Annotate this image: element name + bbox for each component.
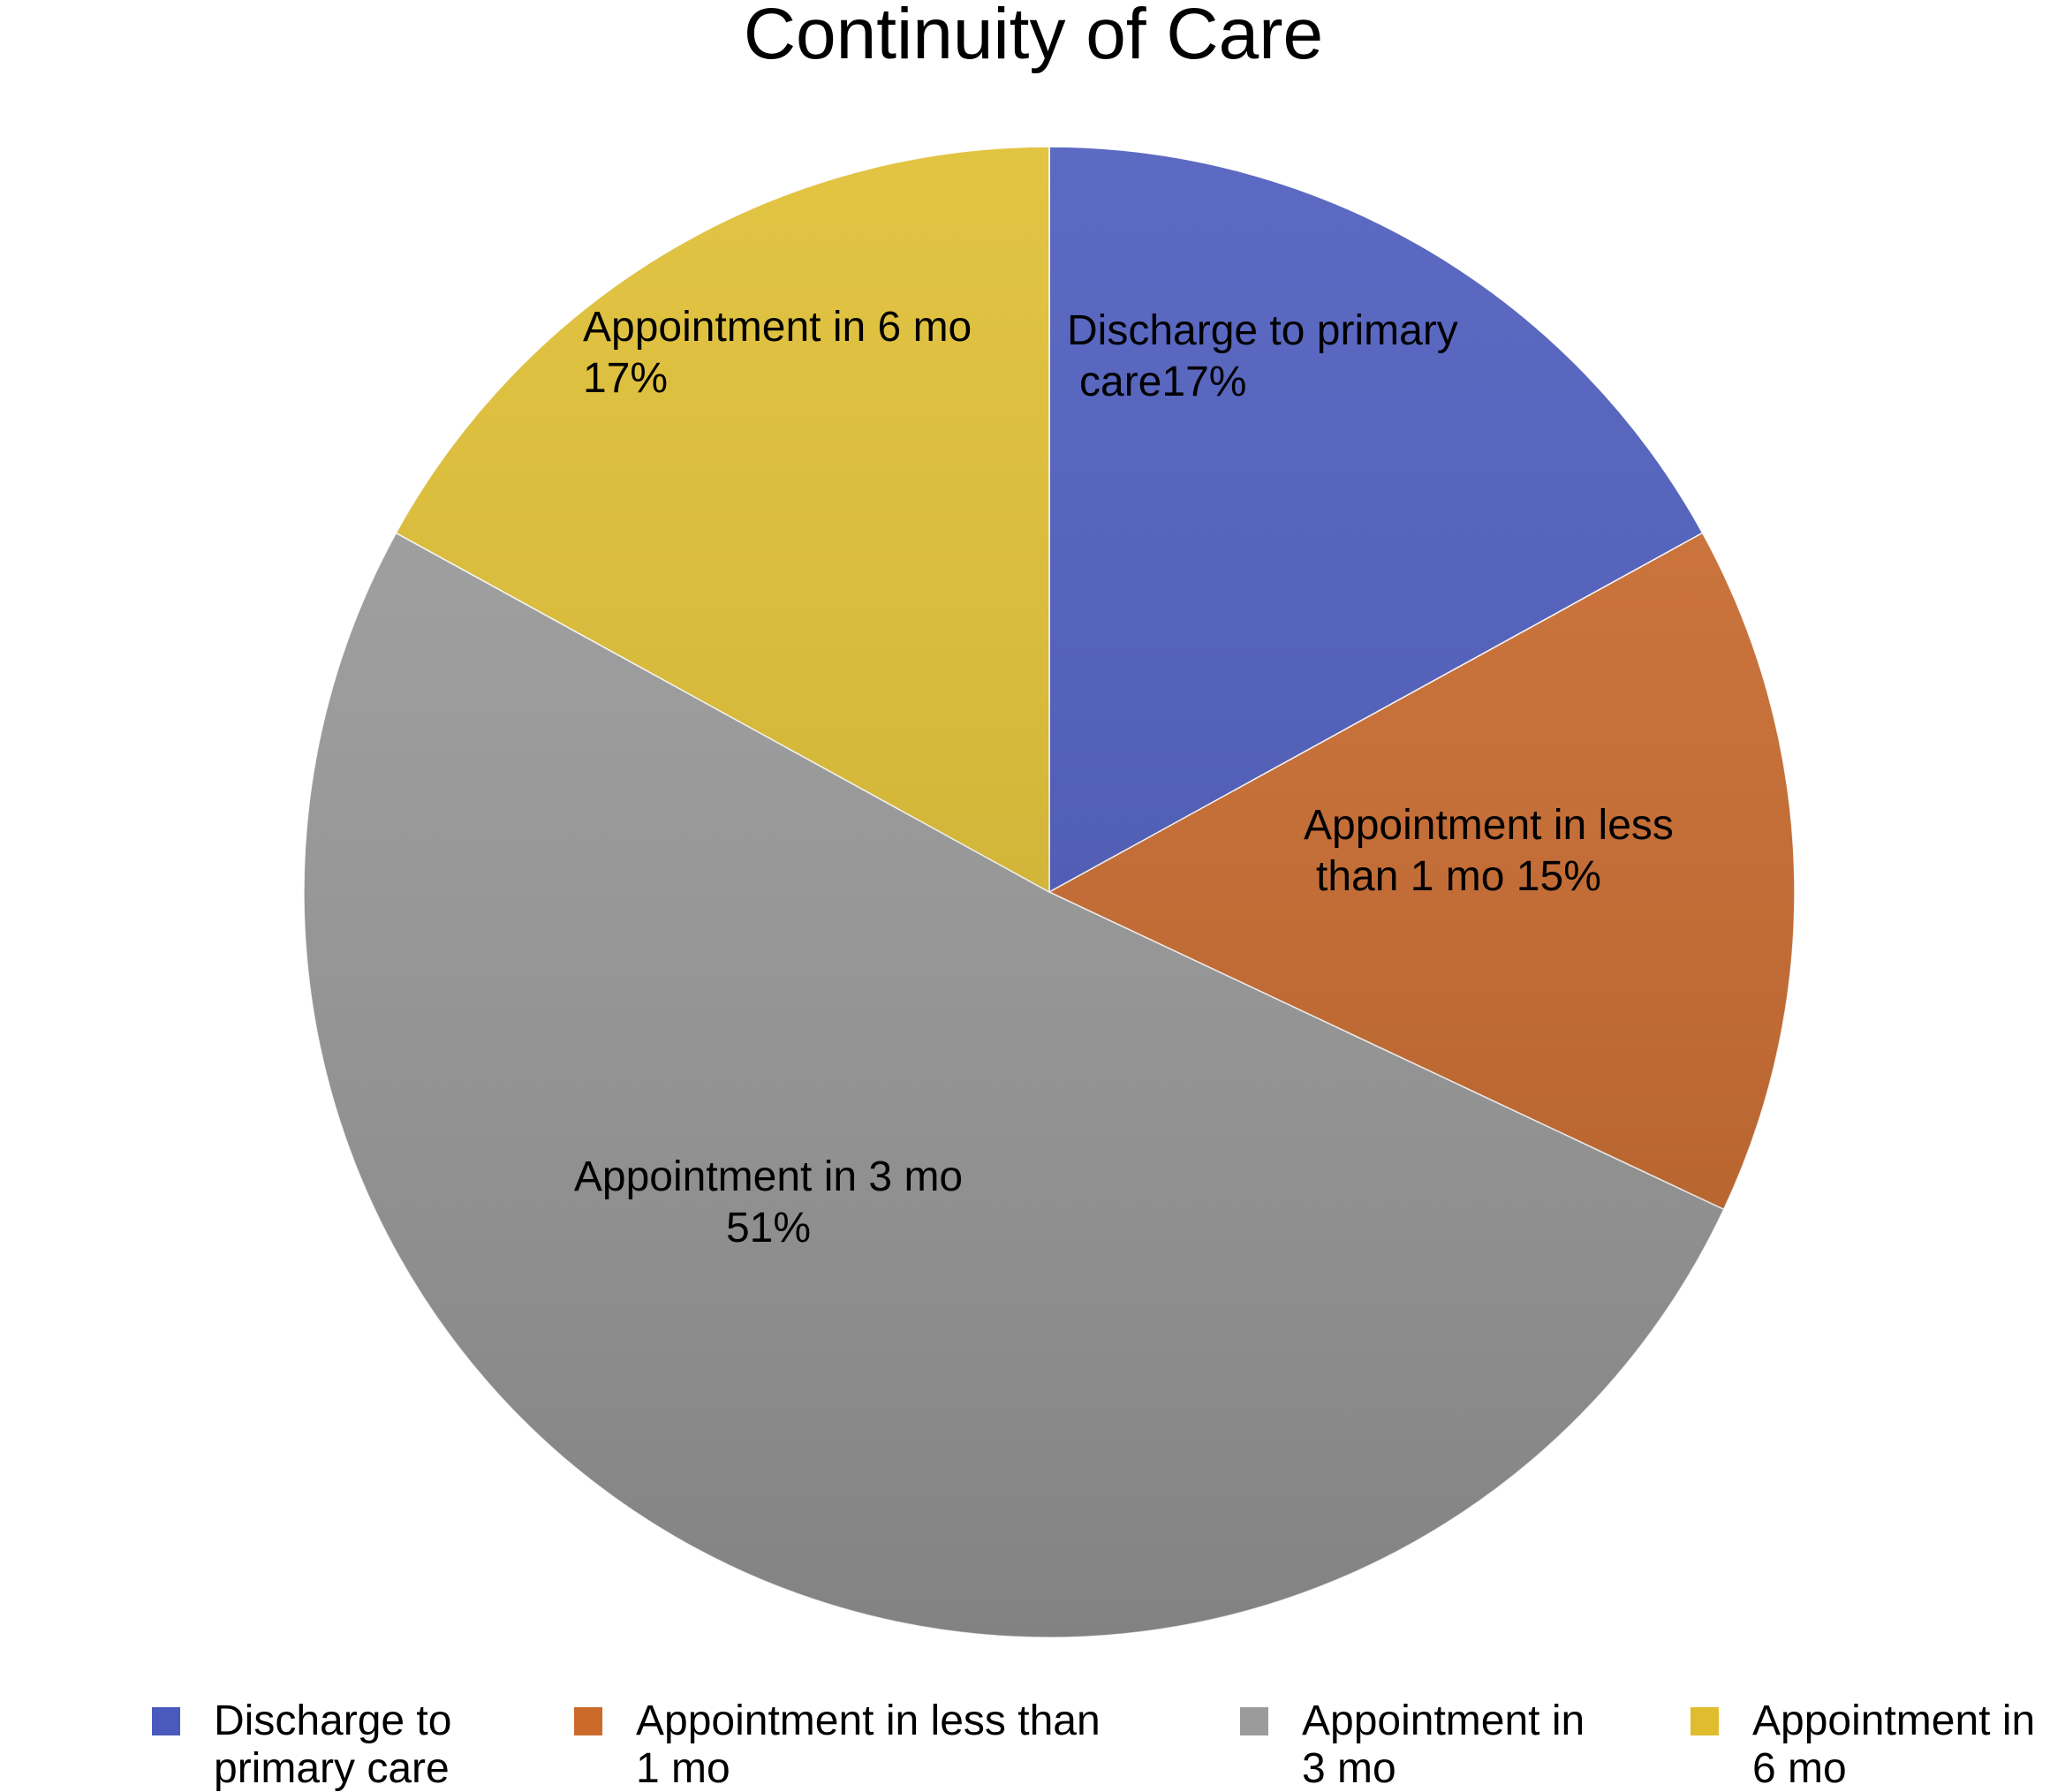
data-label-discharge-primary-care: Discharge to primary care17%	[1067, 307, 1458, 405]
legend-label-appointment-3-mo: Appointment in 3 mo	[1302, 1697, 1585, 1792]
chart-title: Continuity of Care	[744, 0, 1323, 74]
legend-label-discharge-primary-care: Discharge to primary care	[214, 1697, 451, 1792]
legend-swatch-appointment-6-mo	[1691, 1707, 1719, 1735]
data-label-appointment-less-than-1-mo: Appointment in less than 1 mo 15%	[1304, 802, 1674, 900]
legend-swatch-appointment-less-than-1-mo	[574, 1707, 602, 1735]
legend: Discharge to primary care Appointment in l…	[152, 1697, 2035, 1792]
legend-label-appointment-less-than-1-mo: Appointment in less than 1 mo	[636, 1697, 1101, 1792]
data-label-appointment-3-mo: Appointment in 3 mo 51%	[574, 1153, 963, 1251]
legend-swatch-appointment-3-mo	[1240, 1707, 1268, 1735]
slice-labels: Discharge to primary care17% Appointment i…	[574, 304, 1674, 1251]
legend-swatch-discharge-primary-care	[152, 1707, 180, 1735]
data-label-appointment-6-mo: Appointment in 6 mo 17%	[583, 304, 972, 402]
legend-label-appointment-6-mo: Appointment in 6 mo	[1752, 1697, 2035, 1792]
